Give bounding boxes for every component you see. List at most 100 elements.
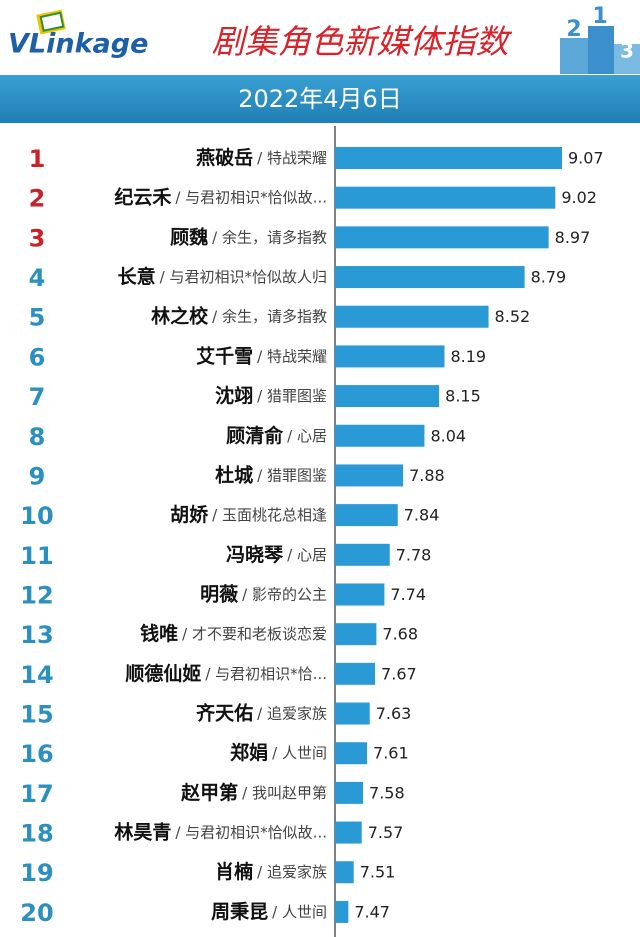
character-name: 周秉昆: [211, 899, 268, 922]
bar: [335, 623, 377, 646]
row-label: 顾清俞 / 心居: [226, 423, 327, 446]
drama-name: / 余生，请多指教: [212, 307, 327, 325]
row-label: 顺德仙姬 / 与君初相识*恰...: [125, 661, 327, 684]
rank: 12: [20, 581, 53, 609]
value-label: 7.57: [368, 823, 404, 842]
value-label: 7.78: [396, 545, 432, 564]
drama-name: / 玉面桃花总相逢: [212, 506, 327, 524]
podium-label: 2: [566, 17, 581, 42]
bar: [335, 147, 562, 169]
row-label: 沈翊 / 猎罪图鉴: [215, 384, 327, 407]
row-label: 林昊青 / 与君初相识*恰似故...: [114, 820, 327, 843]
brand: VLinkage: [8, 29, 148, 60]
character-name: 赵甲第: [180, 780, 238, 803]
drama-name: / 与君初相识*恰似故...: [175, 188, 327, 206]
character-name: 钱唯: [140, 622, 178, 645]
value-label: 7.88: [409, 466, 445, 485]
row-label: 冯晓琴 / 心居: [226, 543, 327, 565]
bar: [335, 702, 370, 725]
value-label: 8.19: [450, 347, 486, 366]
rank: 13: [20, 621, 53, 649]
drama-name: / 与君初相识*恰...: [205, 664, 327, 682]
drama-name: / 人世间: [272, 902, 327, 920]
character-name: 纪云禾: [114, 185, 171, 208]
row-label: 艾千雪 / 特战荣耀: [196, 345, 327, 367]
bar: [335, 821, 362, 844]
value-label: 7.74: [390, 585, 426, 604]
row-label: 郑娟 / 人世间: [230, 741, 327, 764]
rank: 16: [20, 740, 53, 768]
value-label: 7.67: [381, 664, 417, 683]
bar: [335, 266, 525, 289]
bar: [335, 186, 556, 209]
character-name: 燕破岳: [196, 146, 253, 169]
bar: [335, 345, 445, 368]
date-band: [0, 75, 640, 123]
rank: 4: [29, 264, 46, 292]
row-label: 林之校 / 余生，请多指教: [151, 304, 327, 327]
bar: [335, 543, 390, 566]
character-name: 胡娇: [170, 503, 209, 526]
rank: 11: [20, 542, 53, 570]
rank: 14: [20, 661, 53, 689]
drama-name: / 与君初相识*恰似故...: [175, 823, 327, 841]
character-name: 林之校: [151, 304, 209, 327]
character-name: 艾千雪: [196, 345, 253, 367]
value-label: 7.47: [354, 902, 390, 921]
drama-name: / 特战荣耀: [257, 347, 327, 365]
rank: 6: [29, 343, 46, 371]
value-label: 8.79: [531, 268, 567, 287]
row-label: 钱唯 / 才不要和老板谈恋爱: [140, 622, 327, 645]
row-label: 长意 / 与君初相识*恰似故人归: [118, 265, 327, 288]
rank: 17: [20, 780, 53, 808]
value-label: 8.15: [445, 387, 481, 406]
drama-name: / 心居: [287, 426, 327, 444]
value-label: 8.97: [555, 228, 591, 247]
subtitle: 2022年4月6日: [238, 85, 402, 113]
bar: [335, 662, 376, 685]
row-label: 明薇 / 影帝的公主: [200, 582, 327, 605]
character-name: 长意: [118, 265, 156, 288]
drama-name: / 追爱家族: [257, 704, 327, 722]
row-label: 周秉昆 / 人世间: [211, 899, 327, 922]
chart-title: 剧集角色新媒体指数: [212, 22, 513, 61]
bar: [335, 305, 489, 328]
rank: 10: [20, 502, 53, 530]
rank: 15: [20, 701, 53, 729]
row-label: 杜城 / 猎罪图鉴: [215, 463, 327, 486]
bar: [335, 226, 549, 249]
character-name: 顾魏: [170, 225, 208, 248]
bar: [335, 504, 398, 527]
character-name: 明薇: [200, 582, 238, 605]
bar: [335, 583, 385, 606]
row-label: 纪云禾 / 与君初相识*恰似故...: [114, 185, 327, 208]
bar: [335, 424, 425, 447]
row-label: 肖楠 / 追爱家族: [215, 860, 327, 883]
value-label: 8.04: [430, 426, 466, 445]
drama-name: / 我叫赵甲第: [242, 783, 327, 801]
drama-name: / 余生，请多指教: [212, 228, 327, 246]
podium-label: 1: [592, 4, 607, 29]
rank: 1: [29, 145, 46, 173]
rank: 8: [29, 423, 46, 451]
logo-icon: [36, 9, 66, 35]
bar: [335, 385, 440, 408]
drama-name: / 影帝的公主: [242, 585, 327, 603]
value-label: 7.58: [369, 783, 405, 802]
value-label: 9.07: [568, 149, 604, 168]
value-label: 7.68: [382, 625, 418, 644]
row-label: 齐天佑 / 追爱家族: [196, 701, 327, 724]
value-label: 7.61: [373, 744, 409, 763]
drama-name: / 心居: [287, 545, 327, 563]
row-label: 胡娇 / 玉面桃花总相逢: [170, 503, 327, 526]
rank: 19: [20, 859, 53, 887]
drama-name: / 人世间: [272, 744, 327, 762]
drama-name: / 与君初相识*恰似故人归: [160, 268, 327, 286]
drama-name: / 才不要和老板谈恋爱: [182, 625, 327, 643]
rank: 5: [29, 304, 46, 332]
rank: 3: [29, 224, 46, 252]
value-label: 8.52: [495, 307, 531, 326]
row-label: 赵甲第 / 我叫赵甲第: [180, 780, 327, 803]
character-name: 郑娟: [230, 741, 268, 764]
